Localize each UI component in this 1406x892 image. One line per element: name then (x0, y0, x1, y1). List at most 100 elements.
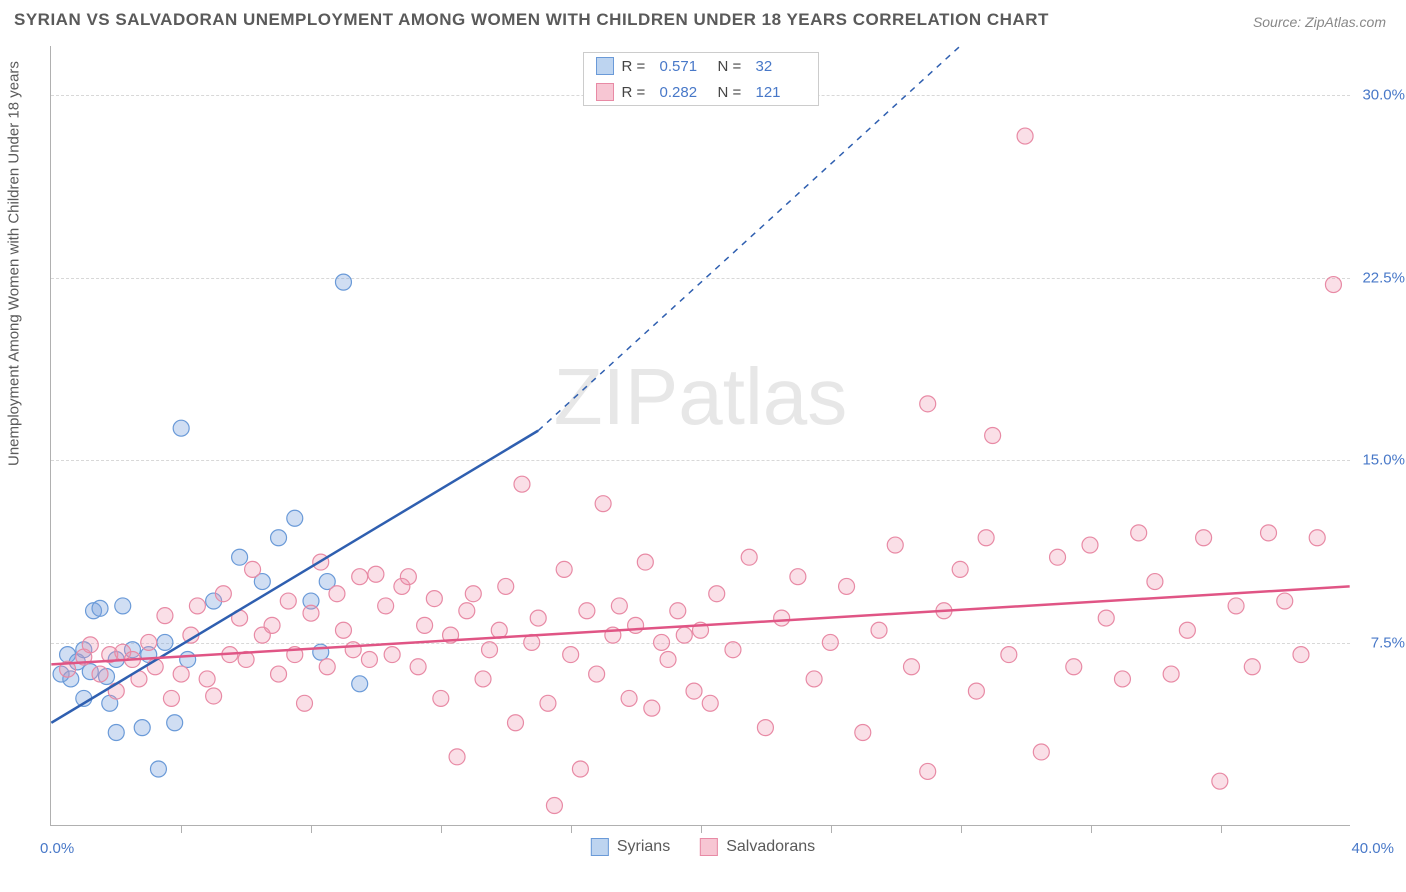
data-point (1277, 593, 1293, 609)
data-point (215, 586, 231, 602)
data-point (556, 561, 572, 577)
data-point (378, 598, 394, 614)
data-point (1261, 525, 1277, 541)
data-point (82, 637, 98, 653)
data-point (546, 798, 562, 814)
data-point (361, 651, 377, 667)
swatch-syrians (596, 57, 614, 75)
chart-title: SYRIAN VS SALVADORAN UNEMPLOYMENT AMONG … (14, 10, 1049, 30)
data-point (271, 666, 287, 682)
n-label: N = (718, 84, 748, 101)
data-point (514, 476, 530, 492)
data-point (1050, 549, 1066, 565)
data-point (839, 578, 855, 594)
data-point (92, 600, 108, 616)
data-point (1309, 530, 1325, 546)
data-point (572, 761, 588, 777)
data-point (426, 591, 442, 607)
data-point (335, 274, 351, 290)
data-point (757, 720, 773, 736)
plot-area: ZIPatlas R = 0.571 N = 32 R = 0.282 N = … (50, 46, 1350, 826)
n-value-syrians: 32 (756, 58, 806, 75)
legend-label-salvadorans: Salvadorans (726, 838, 815, 856)
data-point (345, 642, 361, 658)
data-point (352, 676, 368, 692)
data-point (180, 651, 196, 667)
source-label: Source: ZipAtlas.com (1253, 14, 1386, 30)
data-point (1325, 277, 1341, 293)
data-point (1082, 537, 1098, 553)
data-point (920, 396, 936, 412)
x-tick (831, 825, 832, 833)
data-point (660, 651, 676, 667)
series-legend: Syrians Salvadorans (591, 838, 815, 856)
data-point (654, 634, 670, 650)
data-point (329, 586, 345, 602)
x-tick (571, 825, 572, 833)
data-point (384, 647, 400, 663)
x-tick (311, 825, 312, 833)
data-point (644, 700, 660, 716)
y-tick-label: 7.5% (1371, 635, 1405, 652)
y-tick-label: 22.5% (1362, 269, 1405, 286)
chart-container: Unemployment Among Women with Children U… (0, 40, 1406, 892)
data-point (1001, 647, 1017, 663)
x-max-label: 40.0% (1351, 840, 1394, 857)
data-point (952, 561, 968, 577)
data-point (280, 593, 296, 609)
n-value-salvadorans: 121 (756, 84, 806, 101)
data-point (206, 688, 222, 704)
data-point (1228, 598, 1244, 614)
n-label: N = (718, 58, 748, 75)
data-point (822, 634, 838, 650)
data-point (498, 578, 514, 594)
legend-item-salvadorans: Salvadorans (700, 838, 815, 856)
data-point (157, 634, 173, 650)
data-point (1066, 659, 1082, 675)
data-point (968, 683, 984, 699)
data-point (530, 610, 546, 626)
y-tick-label: 15.0% (1362, 452, 1405, 469)
data-point (271, 530, 287, 546)
legend-label-syrians: Syrians (617, 838, 670, 856)
data-point (774, 610, 790, 626)
swatch-salvadorans (596, 83, 614, 101)
data-point (670, 603, 686, 619)
y-axis-label: Unemployment Among Women with Children U… (6, 61, 23, 466)
data-point (507, 715, 523, 731)
data-point (1293, 647, 1309, 663)
data-point (1147, 574, 1163, 590)
x-origin-label: 0.0% (40, 840, 74, 857)
x-tick (181, 825, 182, 833)
data-point (157, 608, 173, 624)
data-point (903, 659, 919, 675)
data-point (150, 761, 166, 777)
data-point (1017, 128, 1033, 144)
data-point (189, 598, 205, 614)
data-point (482, 642, 498, 658)
data-point (676, 627, 692, 643)
data-point (287, 510, 303, 526)
data-point (790, 569, 806, 585)
data-point (595, 496, 611, 512)
data-point (449, 749, 465, 765)
x-tick (1091, 825, 1092, 833)
data-point (985, 428, 1001, 444)
data-point (400, 569, 416, 585)
legend-item-syrians: Syrians (591, 838, 670, 856)
data-point (115, 598, 131, 614)
data-point (637, 554, 653, 570)
legend-row-salvadorans: R = 0.282 N = 121 (584, 79, 818, 105)
trend-line (51, 431, 538, 723)
data-point (741, 549, 757, 565)
data-point (920, 763, 936, 779)
data-point (352, 569, 368, 585)
data-point (264, 617, 280, 633)
data-point (108, 725, 124, 741)
data-point (611, 598, 627, 614)
data-point (1114, 671, 1130, 687)
data-point (313, 644, 329, 660)
data-point (465, 586, 481, 602)
x-tick (961, 825, 962, 833)
trend-line (51, 586, 1349, 664)
